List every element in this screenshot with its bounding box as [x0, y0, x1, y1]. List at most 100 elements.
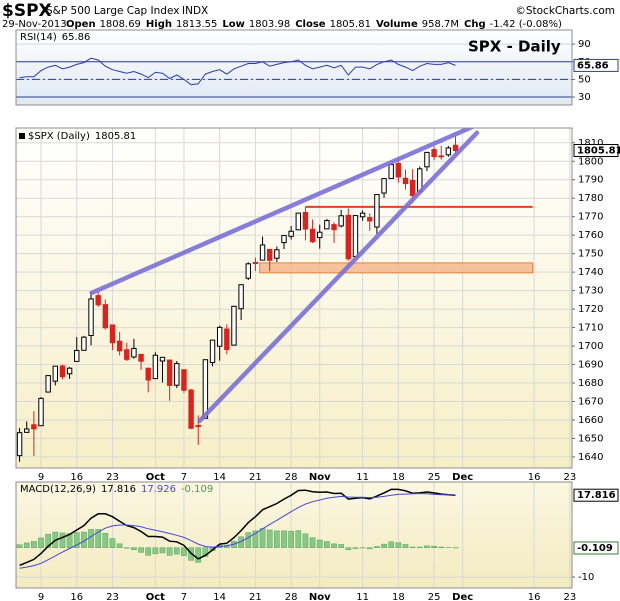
histogram-bar — [181, 547, 187, 556]
candle-body — [438, 155, 444, 158]
legend: RSI(14) 65.86 — [20, 32, 90, 43]
histogram-bar — [316, 539, 323, 548]
quote-value: 1805.81 — [330, 19, 371, 30]
candle-body — [245, 263, 251, 279]
candle-body — [374, 194, 380, 228]
histogram-bar — [302, 533, 309, 548]
y-tick-label: 1680 — [578, 378, 603, 389]
plot-area — [16, 43, 572, 98]
candle-body — [259, 244, 266, 261]
histogram-bar — [438, 546, 445, 548]
x-tick-label: Dec — [452, 592, 473, 601]
legend-name: MACD(12,26,9) — [20, 484, 96, 495]
histogram-bar — [166, 547, 173, 556]
x-tick-label: 14 — [213, 592, 226, 601]
candle-body — [302, 211, 309, 230]
x-tick-label: Oct — [146, 592, 165, 601]
x-tick-label: 18 — [392, 592, 405, 601]
legend-value: -0.109 — [181, 484, 213, 495]
candle-body — [409, 179, 416, 197]
histogram-bar — [259, 528, 266, 548]
candle-body — [188, 389, 194, 429]
x-tick-label: 16 — [528, 472, 541, 483]
x-tick-label: 11 — [356, 592, 369, 601]
candle-body — [216, 326, 223, 347]
histogram-bar — [131, 547, 137, 550]
candle-body — [88, 298, 94, 337]
y-tick-label: 1710 — [578, 323, 603, 334]
value-box-label: 65.86 — [577, 60, 609, 71]
x-tick-label: 11 — [356, 472, 369, 483]
histogram-bar — [281, 530, 287, 548]
histogram-bar — [23, 542, 30, 548]
source: ©StockCharts.com — [515, 5, 615, 17]
histogram-bar — [352, 547, 359, 549]
plot-area — [16, 482, 572, 588]
candle-body — [288, 230, 294, 237]
value-box — [573, 541, 619, 555]
histogram-bar — [173, 547, 180, 555]
histogram-bar — [266, 529, 273, 548]
candle-body — [338, 215, 344, 227]
histogram-bar — [245, 532, 252, 548]
histogram-bar — [38, 537, 44, 548]
value-box-label: -0.109 — [577, 543, 613, 554]
x-tick-label: Dec — [452, 472, 473, 483]
y-tick-label: 1690 — [578, 360, 603, 371]
candle-body — [367, 217, 373, 222]
x-tick-label: 16 — [70, 472, 83, 483]
candle-body — [445, 147, 452, 156]
histogram-bar — [324, 541, 330, 548]
histogram-bar — [202, 547, 209, 557]
quote-value: 1803.98 — [249, 19, 290, 30]
exchange: INDX — [182, 5, 208, 17]
histogram-bar — [309, 537, 316, 548]
legend: MACD(12,26,9) 17.816 17.926 -0.109 — [20, 484, 213, 495]
panel-background — [16, 482, 572, 588]
x-tick-label: 21 — [249, 472, 262, 483]
candle-body — [274, 249, 280, 259]
x-tick-label: 16 — [528, 592, 541, 601]
x-tick-label: 25 — [428, 592, 441, 601]
histogram-bar — [431, 545, 437, 548]
trendline — [197, 130, 480, 424]
histogram-bar — [45, 533, 52, 548]
histogram-bar — [195, 547, 202, 563]
candle-body — [395, 162, 402, 178]
candle-body — [138, 353, 144, 362]
quote-date: 29-Nov-2013 — [2, 19, 67, 30]
candle-body — [109, 324, 116, 344]
candle-body — [66, 367, 73, 375]
histogram-bar — [116, 543, 123, 548]
histogram-bar — [102, 532, 109, 548]
histogram-bar — [416, 546, 423, 548]
candle-body — [52, 365, 59, 382]
candle-body — [359, 212, 366, 218]
quote-item: Close 1805.81 — [295, 19, 371, 30]
y-tick-label: 1730 — [578, 286, 603, 297]
candle-body — [324, 220, 330, 230]
quote-label: Open — [66, 19, 96, 30]
candle-body — [295, 212, 301, 231]
histogram-bar — [252, 530, 259, 548]
x-tick-label: Nov — [309, 472, 331, 483]
x-tick-label: Oct — [146, 472, 165, 483]
legend-value: 1805.81 — [95, 131, 136, 142]
quote-item: High 1813.55 — [146, 19, 217, 30]
x-tick-label: 9 — [38, 592, 44, 601]
y-tick-label: 1790 — [578, 175, 603, 186]
y-tick-label: 1660 — [578, 415, 603, 426]
quote-label: Close — [295, 19, 326, 30]
quote: Open 1808.69 High 1813.55 Low 1803.98 Close 180… — [66, 19, 562, 30]
macd-line — [19, 492, 456, 569]
candle-body — [152, 354, 159, 380]
candle-body — [166, 359, 173, 386]
histogram-bar — [366, 547, 373, 550]
candle-body — [102, 304, 109, 329]
candle-body — [331, 224, 337, 231]
legend-name: RSI(14) — [20, 32, 57, 43]
y-tick-label: 1770 — [578, 212, 603, 223]
candle-body — [452, 144, 459, 152]
candle-body — [124, 349, 130, 360]
